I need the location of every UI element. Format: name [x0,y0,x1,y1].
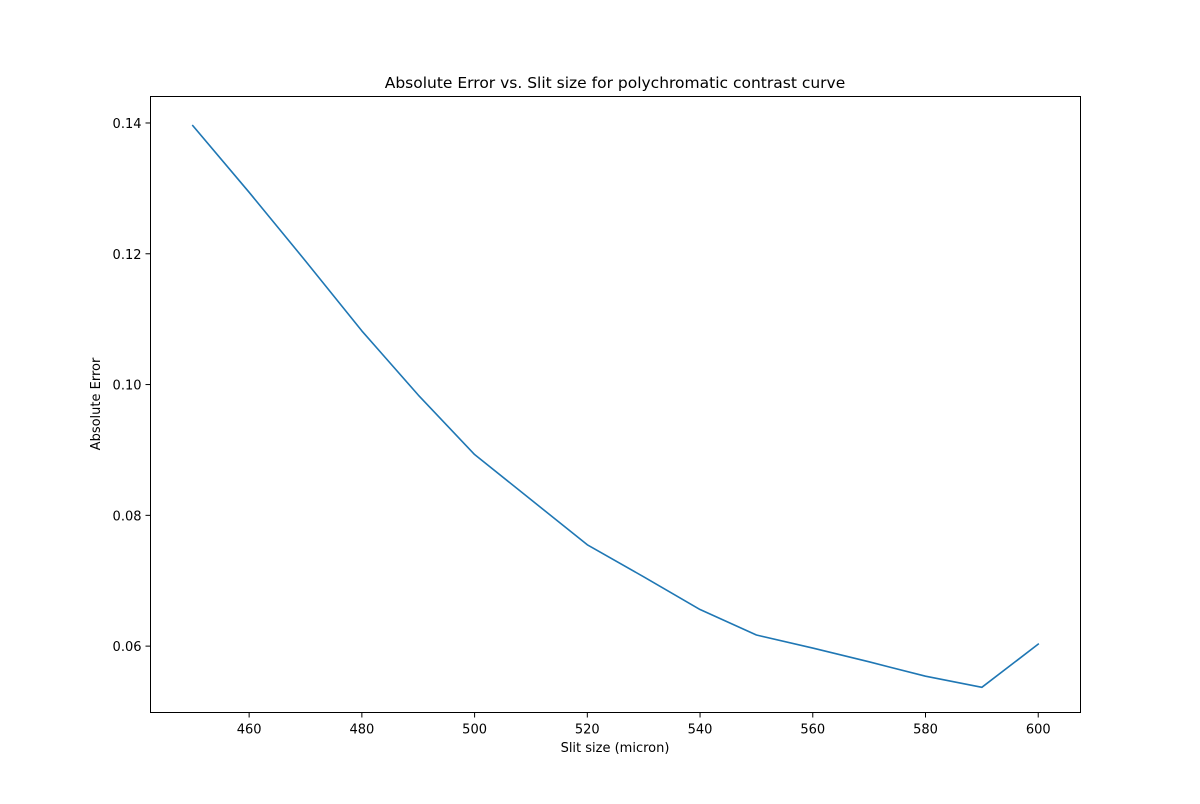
x-tick-label: 560 [800,723,825,738]
y-tick-label: 0.14 [113,117,142,132]
series-line [191,124,1040,689]
y-tick-label: 0.12 [113,248,142,263]
x-axis-label: Slit size (micron) [561,741,670,756]
chart-title: Absolute Error vs. Slit size for polychr… [385,74,846,92]
y-tick-label: 0.10 [113,379,142,394]
plot-frame [150,96,1081,713]
y-tick-label: 0.06 [113,640,142,655]
x-tick-label: 600 [1026,723,1051,738]
x-tick-label: 580 [913,723,938,738]
series-layer [191,124,1040,689]
x-tick-label: 500 [462,723,487,738]
x-tick-label: 460 [237,723,262,738]
x-tick-label: 480 [349,723,374,738]
x-tick-label: 540 [688,723,713,738]
y-axis-label: Absolute Error [89,357,104,450]
axes-ticks: 460 480 500 520 540 560 580 600 0.06 0.08 0.10 0.12… [113,117,1051,738]
x-tick-label: 520 [575,723,600,738]
y-tick-label: 0.08 [113,509,142,524]
